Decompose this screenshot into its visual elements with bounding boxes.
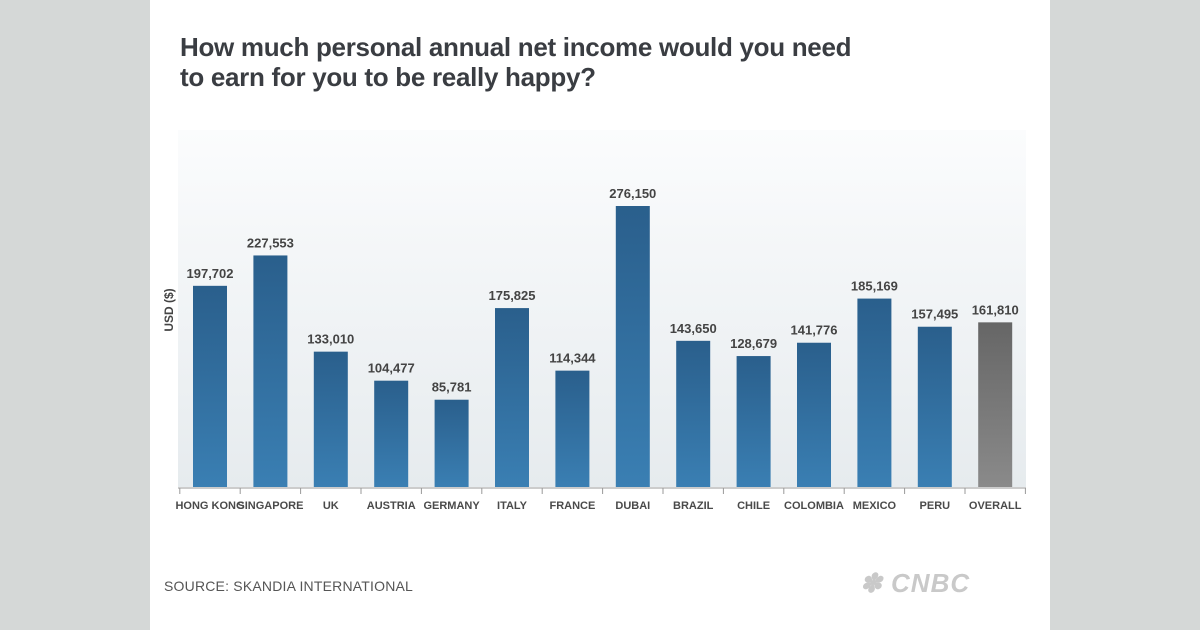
value-label: 276,150 [609, 186, 656, 201]
bar-germany [434, 399, 469, 487]
bar-chart: 197,702 HONG KONG 227,553 SINGAPORE 133,010 U… [162, 186, 1026, 512]
title-line-1: How much personal annual net income woul… [180, 32, 852, 62]
category-label: HONG KONG [175, 500, 244, 512]
value-label: 197,702 [187, 266, 234, 281]
value-label: 133,010 [307, 332, 354, 347]
category-label: PERU [920, 500, 951, 512]
category-label: FRANCE [549, 500, 595, 512]
bar-brazil [676, 340, 711, 487]
value-label: 143,650 [670, 321, 717, 336]
chart-title: How much personal annual net income woul… [180, 32, 980, 92]
title-line-2: to earn for you to be really happy? [180, 62, 596, 92]
category-label: OVERALL [969, 500, 1022, 512]
source-note: SOURCE: SKANDIA INTERNATIONAL [164, 578, 414, 594]
category-label: BRAZIL [673, 500, 714, 512]
bar-colombia [797, 342, 831, 487]
value-label: 114,344 [549, 351, 596, 366]
value-label: 85,781 [432, 380, 472, 395]
bar-mexico [857, 298, 892, 487]
category-label: DUBAI [615, 500, 650, 512]
value-label: 128,679 [730, 336, 777, 351]
category-label: ITALY [497, 500, 528, 512]
bar-italy [495, 308, 529, 487]
value-label: 141,776 [791, 323, 838, 338]
value-label: 227,553 [247, 235, 294, 250]
category-label: UK [323, 500, 339, 512]
bar-hong-kong [193, 285, 227, 487]
value-label: 104,477 [368, 361, 415, 376]
bar-peru [917, 326, 952, 487]
value-label: 157,495 [911, 307, 958, 322]
value-label: 185,169 [851, 279, 898, 294]
category-label: COLOMBIA [784, 500, 844, 512]
cnbc-logo: ✽ CNBC [860, 568, 971, 598]
value-label: 175,825 [489, 288, 536, 303]
category-label: GERMANY [423, 500, 480, 512]
value-label: 161,810 [972, 302, 1019, 317]
bar-overall [978, 322, 1013, 487]
bar-austria [374, 380, 409, 487]
bar-singapore [253, 255, 288, 487]
category-label: AUSTRIA [367, 500, 416, 512]
bar-dubai [615, 206, 650, 487]
bar-chile [736, 356, 771, 487]
bar-france [555, 370, 590, 487]
chart-card: How much personal annual net income woul… [150, 0, 1050, 630]
logo-text: CNBC [891, 568, 971, 598]
y-axis-label: USD ($) [162, 288, 176, 331]
category-label: SINGAPORE [237, 500, 303, 512]
category-label: MEXICO [853, 500, 897, 512]
bar-uk [313, 351, 348, 487]
category-label: CHILE [737, 500, 770, 512]
